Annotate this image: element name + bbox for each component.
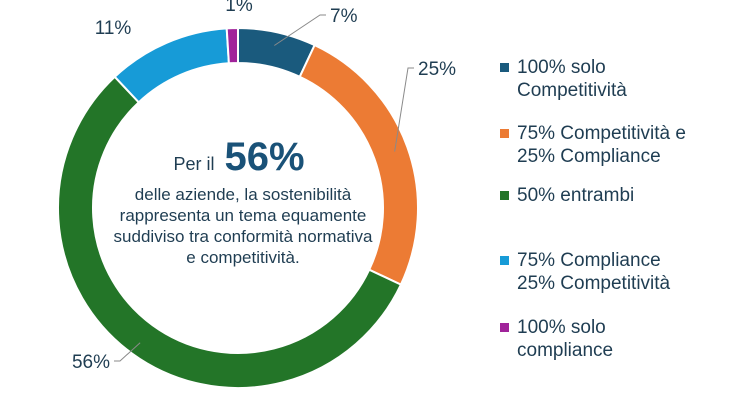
legend-swatch [500, 191, 509, 200]
legend-label: 100% solo Competitività [517, 57, 627, 101]
legend-label: 75% Compliance 25% Competitività [517, 250, 671, 294]
center-headline: Per il 56% [104, 134, 374, 180]
legend-item-4: 75% Compliance 25% Competitività [500, 249, 747, 295]
center-highlight-value: 56% [224, 135, 305, 179]
center-prefix: Per il [173, 154, 215, 174]
data-label-1: 7% [330, 6, 358, 27]
data-label-4: 11% [95, 18, 132, 39]
leader-line-3 [114, 342, 141, 362]
legend-label: 100% solo compliance [517, 317, 614, 361]
legend-item-5: 100% solo compliance [500, 316, 747, 362]
leader-line-2 [394, 67, 414, 152]
donut-slice-5 [225, 26, 239, 65]
legend-swatch [500, 256, 509, 265]
legend-swatch [500, 323, 509, 332]
center-description: delle aziende, la sostenibilità rapprese… [113, 185, 373, 267]
legend-item-3: 50% entrambi [500, 184, 747, 207]
data-label-3: 56% [72, 352, 110, 373]
legend-item-2: 75% Competitività e 25% Compliance [500, 122, 747, 168]
leader-line-1 [274, 14, 326, 46]
legend-label: 50% entrambi [517, 185, 635, 206]
donut-slice-3 [57, 75, 403, 389]
data-label-5: 1% [225, 0, 253, 16]
legend-label: 75% Competitività e 25% Compliance [517, 123, 686, 167]
legend-swatch [500, 129, 509, 138]
data-label-2: 25% [418, 59, 456, 80]
donut-center-text: Per il 56% delle aziende, la sostenibili… [112, 134, 374, 268]
legend-swatch [500, 63, 509, 72]
legend-item-1: 100% solo Competitività [500, 56, 747, 102]
donut-slice-4 [113, 27, 230, 104]
